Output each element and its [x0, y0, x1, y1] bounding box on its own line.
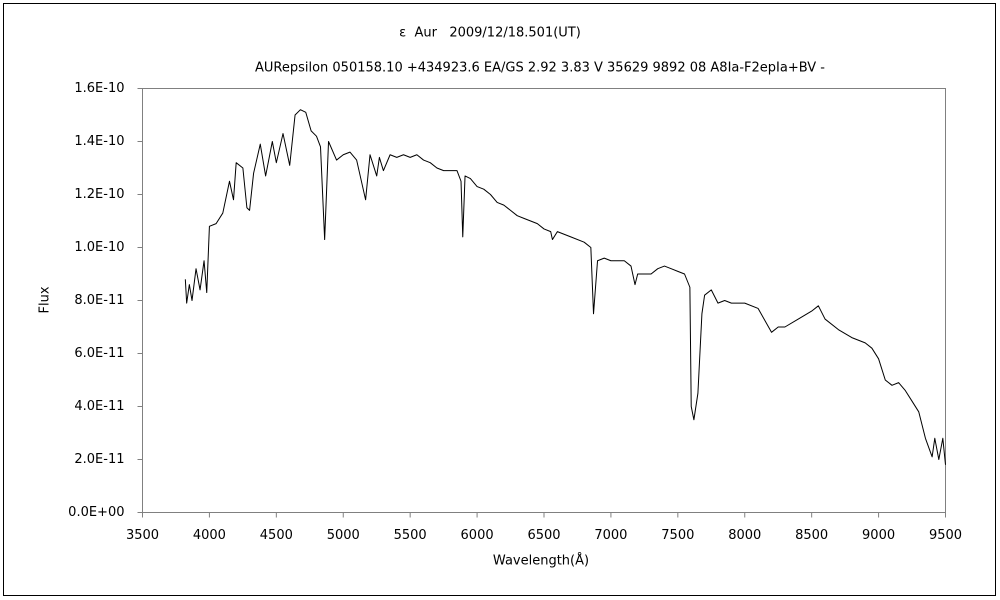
x-tick-label: 9000 — [862, 528, 895, 543]
y-tick-label: 6.0E-11 — [74, 346, 124, 361]
y-tick-label: 1.4E-10 — [74, 134, 124, 149]
x-tick-label: 5000 — [327, 528, 360, 543]
spectrum-line — [184, 109, 946, 465]
x-tick-label: 6500 — [527, 528, 560, 543]
chart-title: ε Aur 2009/12/18.501(UT) — [399, 26, 581, 41]
x-tick-label: 7000 — [594, 528, 627, 543]
y-tick-label: 8.0E-11 — [74, 293, 124, 308]
x-tick-label: 8000 — [728, 528, 761, 543]
y-tick-label: 1.6E-10 — [74, 81, 124, 96]
x-tick-label: 7500 — [661, 528, 694, 543]
y-tick-label: 4.0E-11 — [74, 399, 124, 414]
x-tick-label: 4500 — [260, 528, 293, 543]
x-axis-label: Wavelength(Å) — [493, 553, 589, 569]
x-tick-label: 4000 — [193, 528, 226, 543]
y-tick-label: 2.0E-11 — [74, 452, 124, 467]
y-tick-label: 1.2E-10 — [74, 187, 124, 202]
x-tick-label: 9500 — [929, 528, 962, 543]
y-axis-label: Flux — [38, 286, 53, 313]
x-tick-label: 6000 — [461, 528, 494, 543]
y-tick-label: 1.0E-10 — [74, 240, 124, 255]
x-tick-label: 5500 — [394, 528, 427, 543]
chart-subtitle: AURepsilon 050158.10 +434923.6 EA/GS 2.9… — [255, 61, 825, 76]
x-tick-label: 8500 — [795, 528, 828, 543]
y-tick-label: 0.0E+00 — [68, 505, 124, 520]
x-tick-label: 3500 — [126, 528, 159, 543]
plot-area — [142, 88, 946, 513]
